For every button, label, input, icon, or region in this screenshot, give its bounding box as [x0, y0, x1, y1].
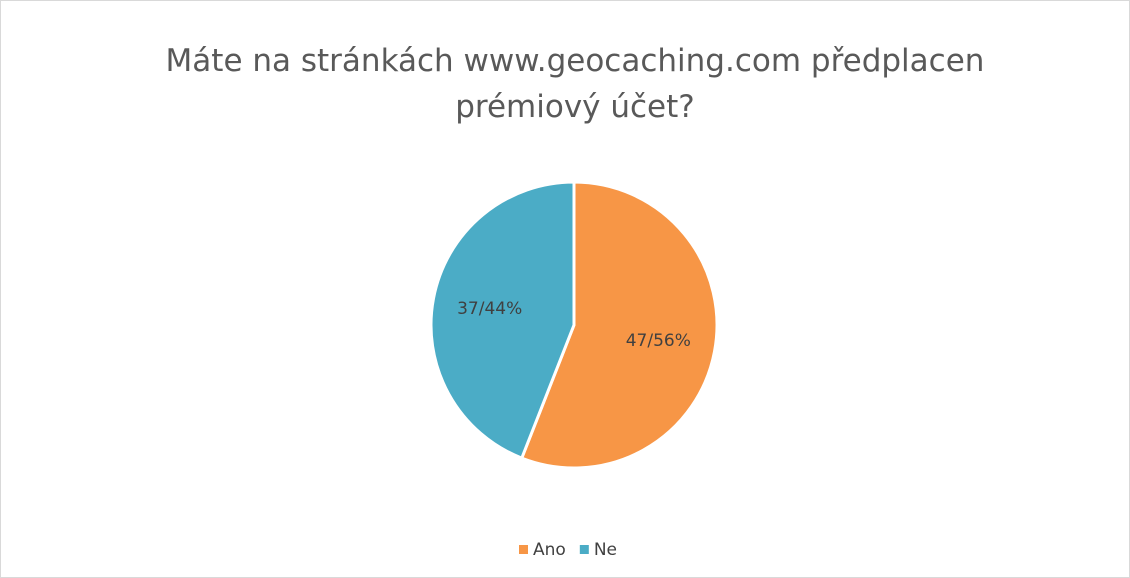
pie-slice [429, 180, 576, 461]
legend-label: Ne [594, 540, 617, 560]
data-label: 37/44% [457, 299, 522, 319]
data-label: 47/56% [626, 331, 691, 351]
chart-title: Máte na stránkách www.geocaching.com pře… [165, 43, 985, 125]
pie-slice [519, 180, 719, 470]
legend-swatch [519, 545, 528, 554]
legend-swatch [579, 545, 589, 554]
legend-label: Ano [533, 540, 566, 560]
